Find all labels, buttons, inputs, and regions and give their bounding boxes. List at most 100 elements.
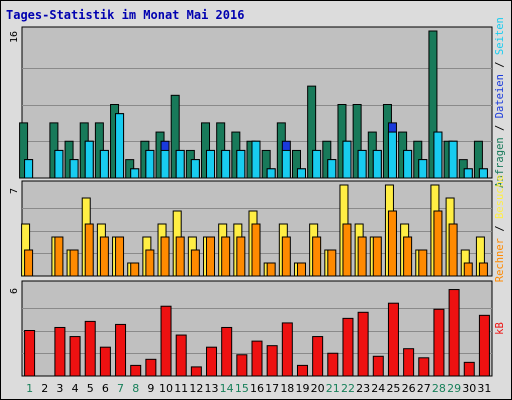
bar-rechner (478, 262, 488, 277)
legend-dateien-label: Dateien (494, 74, 506, 118)
bar-rechner (296, 262, 306, 277)
x-tick-label: 9 (147, 382, 154, 395)
legend--label: / (494, 219, 506, 238)
right-legend-label: Rechner / Besuche (494, 175, 506, 283)
x-tick-label: 7 (117, 382, 124, 395)
bar-seiten (99, 149, 109, 179)
x-tick-label: 22 (341, 382, 355, 395)
bar-kb (190, 366, 202, 377)
bar-anfragen (19, 122, 29, 179)
bar-kb (54, 326, 66, 377)
bar-rechner (190, 249, 200, 277)
x-tick-label: 2 (41, 382, 48, 395)
x-tick-label: 28 (432, 382, 446, 395)
bar-kb (433, 308, 445, 377)
bar-kb (251, 340, 263, 377)
bar-kb (175, 334, 187, 377)
legend-seiten-label: Seiten (494, 17, 506, 55)
bar-seiten (448, 140, 458, 179)
bar-rechner (251, 223, 261, 277)
x-tick-label: 13 (205, 382, 219, 395)
bar-rechner (312, 236, 322, 277)
bar-kb (342, 317, 354, 377)
bar-rechner (175, 236, 185, 277)
bar-seiten (342, 140, 352, 179)
bar-rechner (115, 236, 125, 277)
x-tick-label: 26 (402, 382, 416, 395)
bar-rechner (221, 236, 231, 277)
bar-rechner (54, 236, 64, 277)
bar-seiten (433, 131, 443, 179)
legend--label: / (494, 55, 506, 74)
bar-kb (115, 323, 127, 377)
bar-kb (372, 355, 384, 377)
bar-kb (312, 336, 324, 377)
x-tick-label: 19 (295, 382, 309, 395)
bar-seiten (236, 149, 246, 179)
bar-anfragen (170, 94, 180, 179)
x-tick-label: 16 (250, 382, 264, 395)
bar-anfragen (307, 85, 317, 179)
bar-seiten (403, 149, 413, 179)
x-tick-label: 20 (311, 382, 325, 395)
bar-kb (69, 336, 81, 377)
bar-kb (463, 361, 475, 377)
legend-besuche-label: Besuche (494, 175, 506, 219)
bar-anfragen (352, 104, 362, 179)
bar-kb (327, 352, 339, 377)
bar-rechner (387, 210, 397, 277)
bar-rechner (160, 236, 170, 277)
right-legend-label: Anfragen / Dateien / Seiten (494, 17, 506, 188)
bar-kb (387, 302, 399, 377)
bar-kb (24, 330, 36, 377)
bar-anfragen (261, 149, 271, 179)
bar-seiten (84, 140, 94, 179)
bar-seiten (221, 149, 231, 179)
bar-rechner (130, 262, 140, 277)
bar-seiten (266, 168, 276, 179)
bar-seiten (312, 149, 322, 179)
bar-seiten (115, 113, 125, 179)
bar-seiten (24, 159, 34, 179)
bar-seiten (357, 149, 367, 179)
bar-kb (296, 364, 308, 377)
bar-kb (160, 305, 172, 377)
bar-seiten (130, 168, 140, 179)
bar-seiten (190, 159, 200, 179)
x-tick-label: 15 (235, 382, 249, 395)
bar-anfragen (291, 149, 301, 179)
bar-rechner (69, 249, 79, 277)
bar-seiten (54, 149, 64, 179)
x-tick-label: 23 (356, 382, 370, 395)
legend-rechner-label: Rechner (494, 238, 506, 282)
bar-rechner (433, 210, 443, 277)
y-max-label: 16 (9, 31, 20, 43)
bar-kb (206, 346, 218, 377)
bar-kb (478, 314, 490, 377)
bar-seiten (296, 168, 306, 179)
bar-kb (281, 322, 293, 377)
bar-seiten (387, 131, 397, 179)
y-max-label: 7 (9, 188, 20, 194)
x-tick-label: 6 (102, 382, 109, 395)
bar-seiten (251, 140, 261, 179)
x-tick-label: 4 (72, 382, 79, 395)
y-max-label: 6 (9, 288, 20, 294)
bar-rechner (236, 236, 246, 277)
bar-seiten (175, 149, 185, 179)
legend-anfragen-label: Anfragen (494, 137, 506, 188)
x-tick-label: 18 (280, 382, 294, 395)
chart-title: Tages-Statistik im Monat Mai 2016 (6, 8, 245, 22)
bar-anfragen (473, 140, 483, 179)
bar-rechner (463, 262, 473, 277)
bar-kb (236, 354, 248, 377)
x-tick-label: 14 (220, 382, 234, 395)
x-tick-label: 3 (56, 382, 63, 395)
bar-seiten (372, 149, 382, 179)
bar-seiten (69, 159, 79, 179)
bar-rechner (357, 236, 367, 277)
x-tick-label: 27 (417, 382, 431, 395)
bar-seiten (478, 168, 488, 179)
bar-kb (448, 289, 460, 377)
bar-kb (266, 345, 278, 377)
